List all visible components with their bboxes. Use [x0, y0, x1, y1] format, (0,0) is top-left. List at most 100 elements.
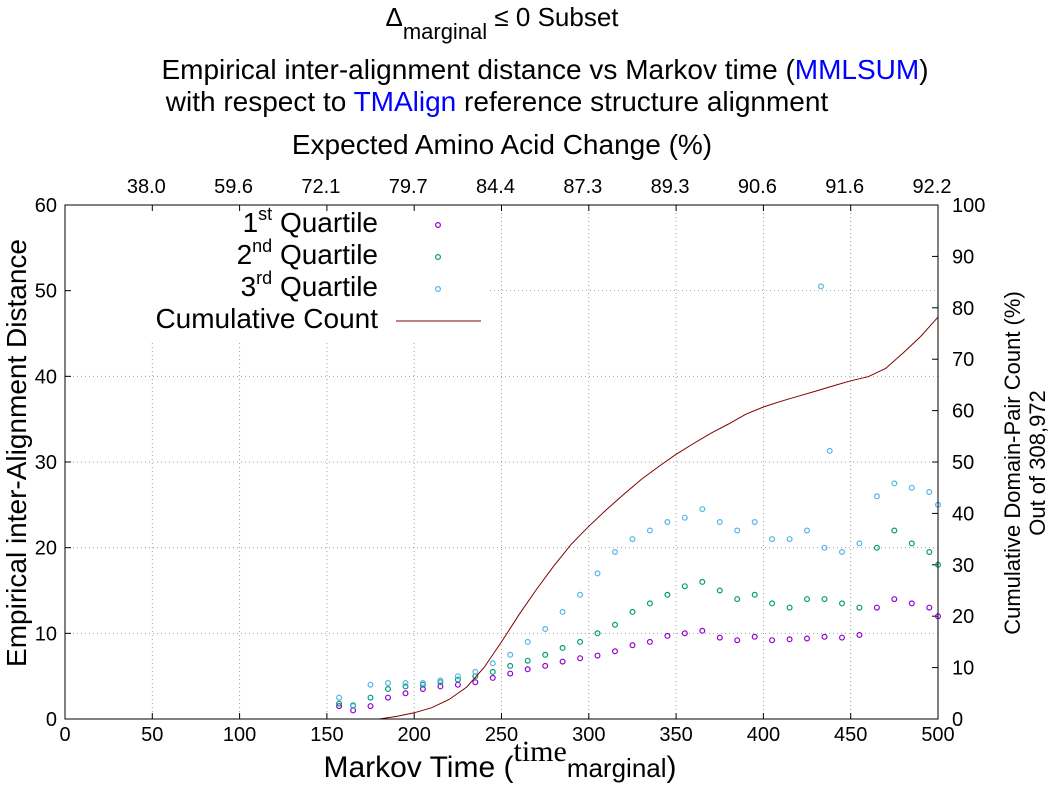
quartile-1-point: [402, 690, 409, 697]
y2-axis-label-line1: Cumulative Domain-Pair Count (%): [1000, 291, 1025, 635]
y2-tick-label: 30: [952, 555, 974, 577]
x2-tick-label: 87.3: [563, 176, 602, 198]
y-tick-label: 50: [35, 281, 57, 303]
quartile-3-point: [350, 703, 357, 710]
x-tick-label: 150: [310, 724, 343, 746]
x2-axis-label: Expected Amino Acid Change (%): [292, 129, 712, 160]
legend-point-sample: [435, 254, 442, 261]
quartile-3-point: [664, 518, 671, 525]
x2-tick-label: 89.3: [651, 176, 690, 198]
quartile-2-point: [891, 527, 898, 534]
quartile-3-point: [437, 677, 444, 684]
quartile-1-point: [821, 633, 828, 640]
x-tick-label: 200: [398, 724, 431, 746]
y2-tick-label: 10: [952, 658, 974, 680]
quartile-3-point: [542, 625, 549, 632]
quartile-2-point: [402, 683, 409, 690]
subset-title: Δmarginal ≤ 0 Subset: [385, 2, 619, 44]
quartile-2-point: [803, 596, 810, 603]
x-tick-label: 400: [747, 724, 780, 746]
legend-label-quartile-1: 1st Quartile: [243, 204, 378, 238]
x2-tick-label: 92.2: [913, 176, 952, 198]
quartile-3-point: [367, 681, 374, 688]
quartile-3-point: [385, 679, 392, 686]
x-tick-label: 100: [223, 724, 256, 746]
y2-tick-label: 60: [952, 401, 974, 423]
x2-tick-label: 84.4: [476, 176, 515, 198]
y2-tick-label: 40: [952, 503, 974, 525]
quartile-3-point: [489, 660, 496, 667]
quartile-3-point: [577, 591, 584, 598]
quartile-2-point: [769, 600, 776, 607]
y-tick-label: 60: [35, 195, 57, 217]
cumulative-count-line: [379, 316, 939, 720]
quartile-2-point: [385, 685, 392, 692]
outlier-point: [817, 283, 824, 290]
legend-point-sample: [435, 222, 442, 229]
x2-tick-label: 38.0: [127, 176, 166, 198]
x2-tick-label: 91.6: [825, 176, 864, 198]
quartile-1-point: [629, 642, 636, 649]
x-tick-label: 300: [572, 724, 605, 746]
x2-tick-label: 79.7: [389, 176, 428, 198]
quartile-2-point: [629, 608, 636, 615]
quartile-2-point: [926, 548, 933, 555]
quartile-3-point: [507, 651, 514, 658]
quartile-1-point: [856, 631, 863, 638]
quartile-2-point: [734, 596, 741, 603]
y-tick-label: 10: [35, 623, 57, 645]
quartile-3-point: [454, 673, 461, 680]
quartile-3-point: [336, 694, 343, 701]
x2-tick-label: 72.1: [301, 176, 340, 198]
quartile-1-point: [454, 681, 461, 688]
quartile-1-point: [646, 638, 653, 645]
quartile-2-point: [542, 651, 549, 658]
quartile-2-point: [454, 676, 461, 683]
y2-tick-label: 90: [952, 246, 974, 268]
quartile-2-point: [786, 604, 793, 611]
legend-point-sample: [435, 286, 442, 293]
x-tick-label: 50: [141, 724, 163, 746]
y2-tick-label: 70: [952, 349, 974, 371]
x-tick-label: 0: [59, 724, 70, 746]
quartile-3-point: [419, 679, 426, 686]
quartile-1-point: [751, 633, 758, 640]
quartile-1-point: [891, 596, 898, 603]
y2-tick-label: 80: [952, 298, 974, 320]
y-tick-label: 20: [35, 538, 57, 560]
quartile-1-point: [489, 674, 496, 681]
quartile-3-point: [716, 518, 723, 525]
quartile-3-point: [751, 518, 758, 525]
quartile-2-point: [559, 644, 566, 651]
x-tick-label: 350: [659, 724, 692, 746]
quartile-1-point: [838, 634, 845, 641]
quartile-3-point: [856, 540, 863, 547]
quartile-2-point: [821, 596, 828, 603]
quartile-2-point: [908, 540, 915, 547]
quartile-2-point: [751, 591, 758, 598]
quartile-2-point: [646, 600, 653, 607]
quartile-1-point: [524, 666, 531, 673]
quartile-1-point: [559, 658, 566, 665]
quartile-1-point: [716, 634, 723, 641]
y2-tick-label: 50: [952, 452, 974, 474]
quartile-3-point: [908, 484, 915, 491]
quartile-1-point: [734, 637, 741, 644]
quartile-2-point: [664, 591, 671, 598]
y2-tick-label: 100: [952, 195, 985, 217]
x-tick-label: 450: [834, 724, 867, 746]
y-tick-label: 40: [35, 366, 57, 388]
y2-axis-label-line2: Out of 308,972: [1025, 390, 1050, 536]
quartile-3-point: [891, 480, 898, 487]
quartile-1-point: [542, 662, 549, 669]
quartile-1-point: [908, 600, 915, 607]
quartile-3-point: [559, 608, 566, 615]
chart-title-line2: with respect to TMAlign reference struct…: [165, 86, 829, 117]
legend-label-quartile-2: 2nd Quartile: [237, 236, 378, 270]
x-tick-label: 500: [921, 724, 954, 746]
y2-tick-label: 0: [952, 709, 963, 731]
quartile-3-point: [646, 527, 653, 534]
quartile-3-point: [734, 527, 741, 534]
